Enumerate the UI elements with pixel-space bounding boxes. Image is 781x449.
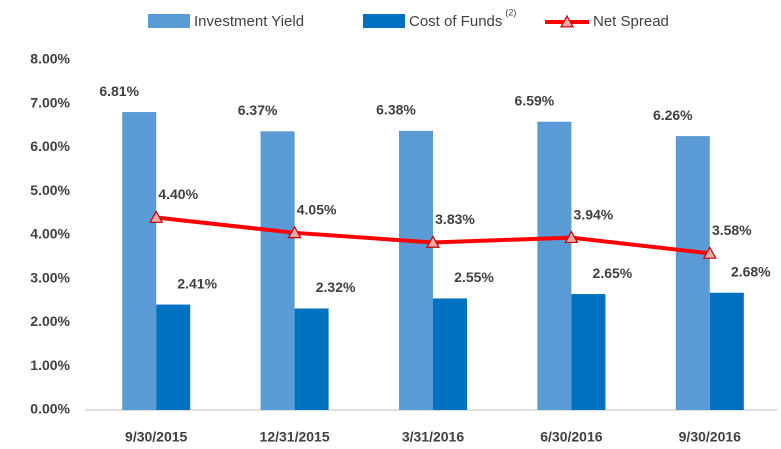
y-tick-label: 8.00% <box>30 51 70 67</box>
marker <box>287 225 302 239</box>
marker <box>702 246 717 259</box>
legend-footnote: (2) <box>505 7 516 17</box>
y-tick-label: 5.00% <box>30 182 70 198</box>
data-label: 6.38% <box>376 102 416 118</box>
bar <box>537 121 572 410</box>
bar <box>399 130 433 410</box>
bar <box>433 298 467 410</box>
legend-label: Investment Yield <box>194 13 304 30</box>
y-tick-label: 2.00% <box>30 313 70 329</box>
data-label: 6.59% <box>515 92 555 108</box>
x-tick-label: 6/30/2016 <box>540 429 602 445</box>
legend-marker <box>559 14 575 28</box>
data-label: 2.55% <box>454 269 494 285</box>
y-tick-label: 4.00% <box>30 226 70 242</box>
bar <box>122 112 157 410</box>
data-label: 3.94% <box>574 206 614 222</box>
data-label: 2.41% <box>177 275 217 291</box>
bar <box>294 308 329 410</box>
data-label: 2.68% <box>731 263 771 279</box>
bar <box>260 131 295 410</box>
bar <box>675 136 710 410</box>
data-label: 2.65% <box>593 265 633 281</box>
data-label: 3.83% <box>435 211 475 227</box>
data-label: 3.58% <box>712 222 752 238</box>
x-tick-label: 9/30/2016 <box>679 429 741 445</box>
y-tick-label: 7.00% <box>30 94 70 110</box>
x-tick-label: 12/31/2015 <box>260 429 330 445</box>
marker <box>425 235 441 248</box>
data-label: 6.81% <box>99 83 139 99</box>
legend-swatch <box>148 14 190 28</box>
y-tick-label: 1.00% <box>30 357 70 373</box>
y-tick-label: 3.00% <box>30 269 70 285</box>
x-tick-label: 3/31/2016 <box>402 429 464 445</box>
bar <box>571 294 606 410</box>
data-label: 6.37% <box>238 102 278 118</box>
data-label: 2.32% <box>316 279 356 295</box>
data-label: 4.05% <box>297 202 337 218</box>
bar <box>156 304 191 410</box>
bar <box>709 292 744 410</box>
legend-swatch <box>363 14 405 28</box>
data-label: 6.26% <box>653 107 693 123</box>
y-tick-label: 6.00% <box>30 138 70 154</box>
x-tick-label: 9/30/2015 <box>125 429 187 445</box>
legend-label: Cost of Funds <box>409 13 502 30</box>
legend-label: Net Spread <box>593 13 669 30</box>
y-tick-label: 0.00% <box>30 401 70 417</box>
marker <box>564 230 579 244</box>
data-label: 4.40% <box>158 186 198 202</box>
marker <box>149 210 164 223</box>
